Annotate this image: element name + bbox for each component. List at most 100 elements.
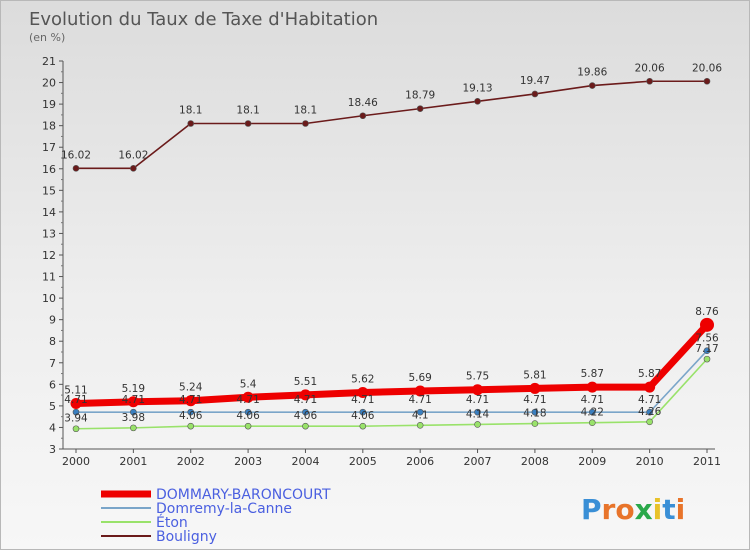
series-line-eton xyxy=(75,358,708,430)
data-point-eton xyxy=(646,418,653,426)
y-tick-label: 4 xyxy=(49,421,56,434)
x-tick-label: 2006 xyxy=(406,455,434,468)
data-label-dommary-baroncourt: 5.69 xyxy=(408,372,431,384)
y-tick-label: 16 xyxy=(42,163,56,176)
data-label-dommary-baroncourt: 5.87 xyxy=(581,368,604,380)
chart-title: Evolution du Taux de Taxe d'Habitation xyxy=(29,9,378,30)
data-label-eton: 7.17 xyxy=(695,343,718,355)
legend-label-domremy-la-canne: Domremy-la-Canne xyxy=(156,501,292,517)
data-point-eton xyxy=(187,422,195,430)
data-point-bouligny xyxy=(588,82,596,89)
data-label-bouligny: 16.02 xyxy=(61,149,91,161)
data-label-domremy-la-canne: 4.71 xyxy=(64,394,87,406)
data-label-dommary-baroncourt: 8.76 xyxy=(695,306,719,318)
data-point-domremy-la-canne xyxy=(72,408,80,416)
x-tick-label: 2011 xyxy=(693,455,721,468)
data-label-dommary-baroncourt: 5.11 xyxy=(64,385,87,397)
data-point-domremy-la-canne xyxy=(130,408,137,416)
logo-letter: P xyxy=(581,493,602,526)
y-tick-label: 9 xyxy=(49,314,56,327)
chart-subtitle: (en %) xyxy=(29,31,65,44)
data-label-eton: 4.06 xyxy=(236,410,260,422)
data-label-eton: 4.18 xyxy=(523,408,546,420)
data-point-dommary-baroncourt xyxy=(299,389,311,401)
data-label-bouligny: 19.13 xyxy=(463,82,493,94)
y-tick-label: 19 xyxy=(42,98,56,111)
x-tick-label: 2001 xyxy=(119,455,147,468)
data-label-dommary-baroncourt: 5.4 xyxy=(240,378,257,390)
data-label-dommary-baroncourt: 5.51 xyxy=(294,376,317,388)
data-point-bouligny xyxy=(187,120,195,127)
y-tick-label: 20 xyxy=(42,77,56,90)
data-label-eton: 4.22 xyxy=(581,407,604,419)
data-point-bouligny xyxy=(72,165,80,172)
data-point-eton xyxy=(703,355,711,363)
data-point-bouligny xyxy=(646,77,653,85)
data-label-eton: 4.14 xyxy=(466,408,490,420)
data-point-bouligny xyxy=(474,98,481,105)
y-tick-label: 11 xyxy=(42,271,56,284)
data-point-eton xyxy=(130,424,137,432)
logo-letter: x xyxy=(635,493,653,526)
data-point-bouligny xyxy=(703,77,711,85)
legend-label-dommary-baroncourt: DOMMARY-BARONCOURT xyxy=(156,487,331,503)
data-label-bouligny: 18.1 xyxy=(294,105,317,117)
data-label-domremy-la-canne: 4.71 xyxy=(351,394,374,406)
data-label-domremy-la-canne: 4.71 xyxy=(236,394,259,406)
data-label-dommary-baroncourt: 5.87 xyxy=(638,368,661,380)
data-label-bouligny: 18.46 xyxy=(348,97,378,109)
x-tick-label: 2002 xyxy=(177,455,205,468)
data-label-domremy-la-canne: 4.71 xyxy=(523,394,546,406)
y-tick-label: 12 xyxy=(42,249,56,262)
y-tick-label: 18 xyxy=(42,120,56,133)
axes: 3 4 5 6 7 8 9 10 11 12 13 14 15 16 17 18 19 20 21 2000 2001 2… xyxy=(42,55,721,468)
proxiti-logo: Proxiti xyxy=(581,493,685,526)
series-line-domremy-la-canne xyxy=(75,349,708,413)
legend-label-bouligny: Bouligny xyxy=(156,529,217,545)
data-point-dommary-baroncourt xyxy=(644,381,656,393)
data-point-eton xyxy=(474,421,481,428)
data-point-dommary-baroncourt xyxy=(357,387,369,399)
x-tick-label: 2008 xyxy=(521,455,549,468)
data-point-eton xyxy=(302,422,309,430)
data-label-dommary-baroncourt: 5.81 xyxy=(523,369,546,381)
data-labels-layer: 16.02 16.02 18.1 18.1 18.1 18.46 18.79 19.13 19.… xyxy=(61,62,722,424)
data-point-bouligny xyxy=(244,120,252,127)
data-point-domremy-la-canne xyxy=(531,408,539,416)
logo-letter: o xyxy=(615,493,634,526)
y-tick-label: 21 xyxy=(42,55,56,68)
x-tick-label: 2005 xyxy=(349,455,377,468)
y-tick-label: 6 xyxy=(49,378,56,391)
x-tick-label: 2010 xyxy=(636,455,664,468)
data-point-dommary-baroncourt xyxy=(127,396,139,408)
data-label-bouligny: 20.06 xyxy=(635,62,665,74)
y-tick-label: 3 xyxy=(49,443,56,456)
data-point-eton xyxy=(359,422,367,430)
x-tick-label: 2007 xyxy=(464,455,492,468)
y-tick-label: 15 xyxy=(42,184,56,197)
series-layer xyxy=(70,77,714,433)
x-tick-label: 2009 xyxy=(578,455,606,468)
logo-letter: i xyxy=(676,493,686,526)
data-label-bouligny: 18.1 xyxy=(236,105,259,117)
x-tick-label: 2000 xyxy=(62,455,90,468)
logo-text: Proxiti xyxy=(581,493,685,526)
data-label-domremy-la-canne: 4.71 xyxy=(122,394,145,406)
data-point-dommary-baroncourt xyxy=(472,384,484,396)
data-label-bouligny: 20.06 xyxy=(692,62,722,74)
series-line-dommary-baroncourt xyxy=(72,321,711,408)
data-point-dommary-baroncourt xyxy=(414,385,426,397)
data-label-eton: 3.98 xyxy=(122,412,145,424)
data-point-dommary-baroncourt xyxy=(242,391,254,403)
legend: DOMMARY-BARONCOURTDomremy-la-CanneÉtonBo… xyxy=(101,487,331,545)
data-label-domremy-la-canne: 4.71 xyxy=(638,394,661,406)
data-label-bouligny: 19.86 xyxy=(577,67,607,79)
data-label-eton: 4.06 xyxy=(351,410,375,422)
data-point-eton xyxy=(244,422,252,430)
data-label-domremy-la-canne: 4.71 xyxy=(408,394,431,406)
y-tick-label: 13 xyxy=(42,227,56,240)
data-label-eton: 4.26 xyxy=(638,406,662,418)
data-point-dommary-baroncourt xyxy=(185,395,197,407)
